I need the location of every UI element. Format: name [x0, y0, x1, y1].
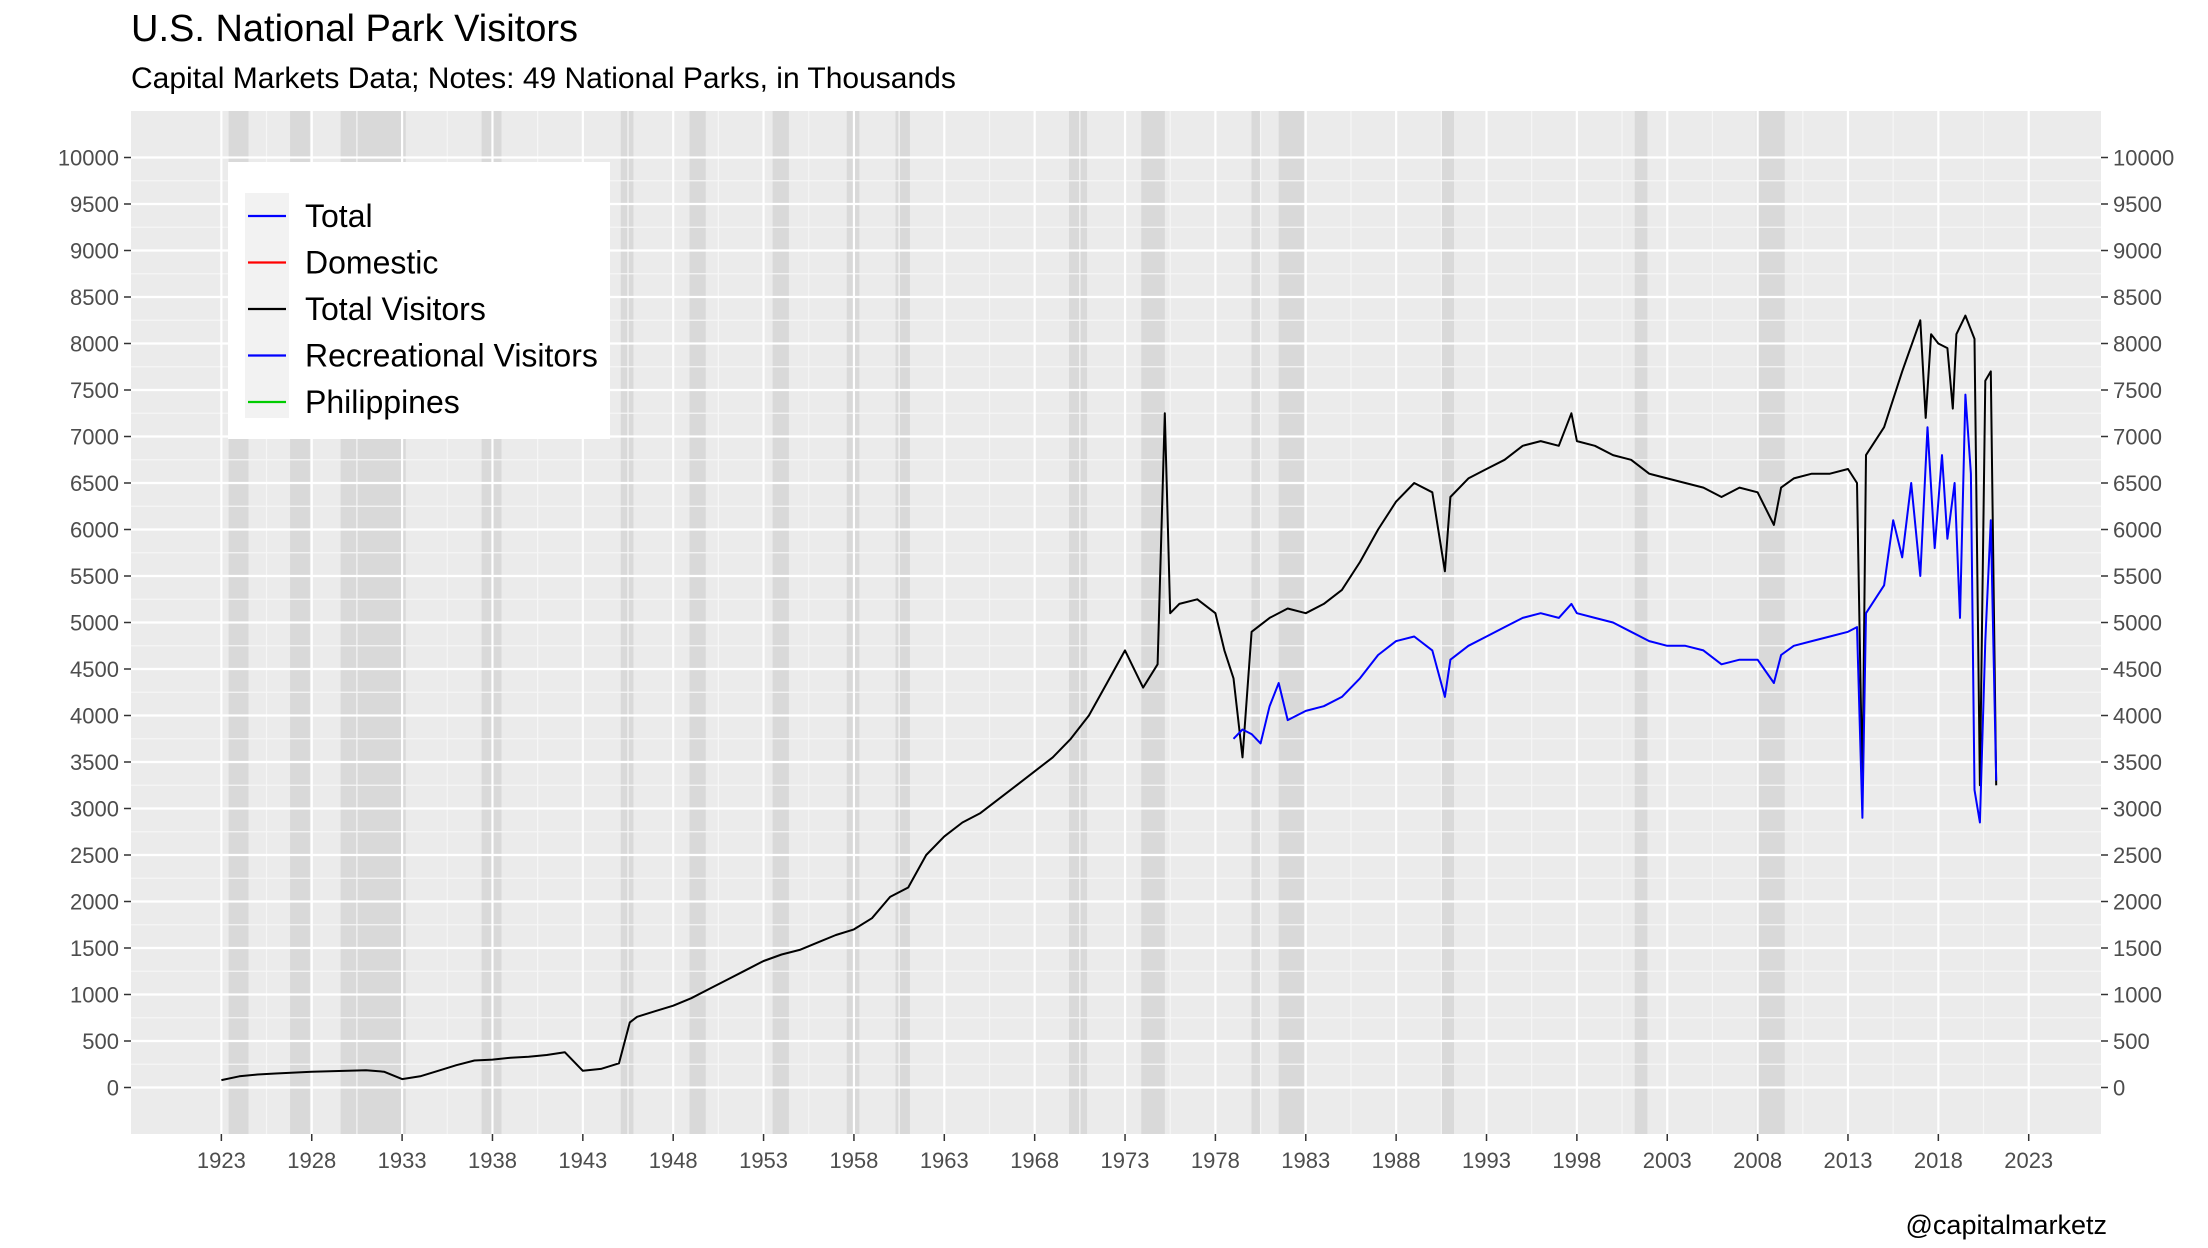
x-tick-label-1953: 1953	[739, 1148, 788, 1173]
credit-text: @capitalmarketz	[1905, 1210, 2107, 1240]
x-tick-label-1983: 1983	[1281, 1148, 1330, 1173]
major-gridlines	[131, 111, 2101, 1134]
x-tick-label-1958: 1958	[829, 1148, 878, 1173]
legend-label-0: Total	[305, 198, 373, 234]
y-tick-label-left-7000: 7000	[70, 425, 119, 450]
y-tick-label-right-0: 0	[2113, 1076, 2125, 1101]
legend-box	[228, 162, 610, 439]
x-tick-label-1928: 1928	[287, 1148, 336, 1173]
y-tick-label-right-4000: 4000	[2113, 704, 2162, 729]
x-tick-label-1978: 1978	[1191, 1148, 1240, 1173]
x-tick-label-2013: 2013	[1823, 1148, 1872, 1173]
x-axis: 1923 1928 1933 1938 1943 1948 1953 1958 1963 1968…	[197, 1134, 2053, 1173]
x-tick-label-1993: 1993	[1462, 1148, 1511, 1173]
y-tick-label-left-6500: 6500	[70, 471, 119, 496]
y-tick-label-right-6000: 6000	[2113, 518, 2162, 543]
y-tick-label-left-4000: 4000	[70, 704, 119, 729]
y-tick-label-left-2500: 2500	[70, 843, 119, 868]
legend-key-background	[245, 193, 289, 418]
y-tick-label-right-5500: 5500	[2113, 564, 2162, 589]
y-tick-label-left-1000: 1000	[70, 983, 119, 1008]
x-tick-label-2003: 2003	[1643, 1148, 1692, 1173]
chart-title: U.S. National Park Visitors	[131, 8, 579, 50]
y-tick-label-left-6000: 6000	[70, 518, 119, 543]
y-tick-label-left-500: 500	[82, 1029, 119, 1054]
y-tick-label-right-3000: 3000	[2113, 797, 2162, 822]
y-tick-label-left-1500: 1500	[70, 936, 119, 961]
series-line-1	[1232, 393, 1998, 824]
series-layer	[221, 314, 1998, 1082]
x-tick-label-1968: 1968	[1010, 1148, 1059, 1173]
chart-subtitle: Capital Markets Data; Notes: 49 National…	[131, 62, 956, 95]
y-tick-label-right-10000: 10000	[2113, 146, 2174, 171]
x-tick-label-2018: 2018	[1914, 1148, 1963, 1173]
series-line-0	[221, 314, 1998, 1082]
y-axis-right: 0 500 1000 1500 2000 2500 3000 3500 4000 4500 5000…	[2101, 146, 2174, 1101]
y-tick-label-right-9500: 9500	[2113, 192, 2162, 217]
x-tick-label-1963: 1963	[920, 1148, 969, 1173]
x-tick-label-2008: 2008	[1733, 1148, 1782, 1173]
y-tick-label-left-5500: 5500	[70, 564, 119, 589]
y-tick-label-left-0: 0	[107, 1076, 119, 1101]
x-tick-label-1933: 1933	[378, 1148, 427, 1173]
y-tick-label-left-3500: 3500	[70, 750, 119, 775]
y-tick-label-right-5000: 5000	[2113, 611, 2162, 636]
y-tick-label-right-1500: 1500	[2113, 936, 2162, 961]
y-tick-label-left-8500: 8500	[70, 285, 119, 310]
y-tick-label-right-2000: 2000	[2113, 890, 2162, 915]
y-tick-label-right-1000: 1000	[2113, 983, 2162, 1008]
y-tick-label-left-10000: 10000	[58, 146, 119, 171]
x-tick-label-1943: 1943	[558, 1148, 607, 1173]
y-tick-label-left-7500: 7500	[70, 378, 119, 403]
y-tick-label-right-500: 500	[2113, 1029, 2150, 1054]
y-tick-label-left-8000: 8000	[70, 332, 119, 357]
y-tick-label-left-9500: 9500	[70, 192, 119, 217]
y-tick-label-left-5000: 5000	[70, 611, 119, 636]
y-tick-label-right-2500: 2500	[2113, 843, 2162, 868]
y-tick-label-right-8000: 8000	[2113, 332, 2162, 357]
x-tick-label-2023: 2023	[2004, 1148, 2053, 1173]
y-tick-label-right-4500: 4500	[2113, 657, 2162, 682]
x-tick-label-1973: 1973	[1101, 1148, 1150, 1173]
x-tick-label-1988: 1988	[1372, 1148, 1421, 1173]
y-tick-label-left-3000: 3000	[70, 797, 119, 822]
legend-label-1: Domestic	[305, 245, 438, 281]
legend-label-3: Recreational Visitors	[305, 338, 598, 374]
y-tick-label-right-6500: 6500	[2113, 471, 2162, 496]
y-tick-label-left-9000: 9000	[70, 239, 119, 264]
legend: Total Domestic Total Visitors Recreational …	[228, 162, 610, 439]
x-tick-label-1923: 1923	[197, 1148, 246, 1173]
y-tick-label-right-9000: 9000	[2113, 239, 2162, 264]
y-tick-label-left-4500: 4500	[70, 657, 119, 682]
y-tick-label-left-2000: 2000	[70, 890, 119, 915]
y-tick-label-right-7000: 7000	[2113, 425, 2162, 450]
y-tick-label-right-3500: 3500	[2113, 750, 2162, 775]
x-tick-label-1938: 1938	[468, 1148, 517, 1173]
y-axis-left: 0 500 1000 1500 2000 2500 3000 3500 4000 4500 5000…	[58, 146, 131, 1101]
y-tick-label-right-7500: 7500	[2113, 378, 2162, 403]
legend-label-4: Philippines	[305, 384, 460, 420]
x-tick-label-1948: 1948	[649, 1148, 698, 1173]
legend-label-2: Total Visitors	[305, 291, 486, 327]
y-tick-label-right-8500: 8500	[2113, 285, 2162, 310]
x-tick-label-1998: 1998	[1552, 1148, 1601, 1173]
